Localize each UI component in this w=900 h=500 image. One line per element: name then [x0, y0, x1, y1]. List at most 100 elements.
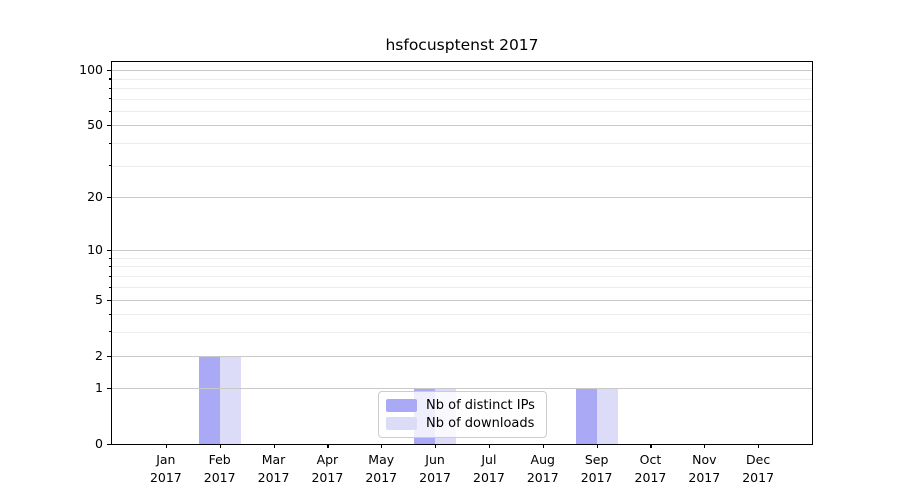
x-axis-tick: [327, 443, 329, 449]
x-tick-month: Feb: [208, 452, 231, 467]
grid-line-minor: [112, 165, 813, 167]
y-axis-minor-tick: [109, 98, 112, 100]
grid-line-minor: [112, 110, 813, 112]
y-axis-tick: [106, 300, 112, 302]
x-tick-year: 2017: [149, 469, 182, 485]
x-axis-tick: [435, 443, 437, 449]
legend-label-distinct-ips: Nb of distinct IPs: [426, 398, 535, 413]
x-tick-month: May: [368, 452, 395, 467]
x-tick-year: 2017: [742, 469, 775, 485]
x-tick-label: Dec 2017: [726, 451, 790, 486]
y-tick-label: 100: [79, 62, 103, 77]
y-axis-minor-tick: [109, 257, 112, 259]
grid-line-minor: [112, 314, 813, 316]
x-tick-label: May 2017: [349, 451, 413, 486]
y-axis-minor-tick: [109, 331, 112, 333]
x-tick-year: 2017: [311, 469, 344, 485]
x-tick-label: Nov 2017: [672, 451, 736, 486]
y-tick-label: 1: [95, 380, 103, 395]
x-tick-label: Apr 2017: [295, 451, 359, 486]
legend-swatch-distinct-ips-icon: [386, 399, 417, 412]
legend-swatch-downloads-icon: [386, 417, 417, 430]
x-axis-tick: [650, 443, 652, 449]
x-tick-label: Sep 2017: [565, 451, 629, 486]
x-axis-tick: [596, 443, 598, 449]
y-axis-tick: [106, 125, 112, 127]
legend-row-distinct-ips: Nb of distinct IPs: [386, 398, 539, 413]
chart-title: hsfocusptenst 2017: [385, 36, 539, 54]
x-tick-label: Mar 2017: [242, 451, 306, 486]
grid-line-major: [112, 300, 813, 302]
grid-line-major: [112, 70, 813, 72]
x-axis-tick: [758, 443, 760, 449]
y-axis-minor-tick: [109, 313, 112, 315]
x-tick-year: 2017: [473, 469, 505, 485]
x-tick-year: 2017: [526, 469, 559, 485]
grid-line-minor: [112, 331, 813, 333]
x-tick-month: Jul: [481, 452, 497, 467]
x-tick-year: 2017: [365, 469, 398, 485]
legend: Nb of distinct IPs Nb of downloads: [378, 391, 547, 438]
grid-line-minor: [112, 287, 813, 289]
y-axis-minor-tick: [109, 266, 112, 268]
x-tick-month: Oct: [639, 452, 662, 467]
legend-row-downloads: Nb of downloads: [386, 416, 539, 431]
y-axis-minor-tick: [109, 110, 112, 112]
grid-line-major: [112, 125, 813, 127]
grid-line-major: [112, 197, 813, 199]
x-tick-label: Oct 2017: [618, 451, 682, 486]
y-axis-minor-tick: [109, 165, 112, 167]
x-tick-label: Jan 2017: [134, 451, 198, 486]
x-tick-month: Aug: [530, 452, 555, 467]
y-axis-minor-tick: [109, 87, 112, 89]
x-axis-tick: [488, 443, 491, 449]
x-tick-month: Jun: [425, 452, 445, 467]
grid-line-minor: [112, 257, 813, 259]
x-tick-month: Sep: [584, 452, 609, 467]
grid-line-minor: [112, 88, 813, 90]
y-axis-tick: [106, 70, 112, 72]
bar-downloads: [220, 356, 242, 445]
x-tick-label: Jun 2017: [403, 451, 467, 486]
bar-downloads: [597, 388, 618, 445]
y-axis-tick: [106, 388, 112, 390]
x-tick-year: 2017: [257, 469, 290, 485]
x-tick-year: 2017: [203, 469, 236, 485]
bar-distinct-ips: [199, 356, 221, 445]
x-tick-month: Dec: [746, 452, 771, 467]
grid-line-major: [112, 356, 813, 358]
legend-label-downloads: Nb of downloads: [426, 416, 535, 431]
y-axis-minor-tick: [109, 286, 112, 289]
x-axis-tick: [542, 443, 544, 449]
grid-line-minor: [112, 78, 813, 80]
y-tick-label: 2: [95, 348, 103, 363]
y-tick-label: 0: [95, 436, 103, 451]
x-tick-month: Nov: [692, 452, 717, 467]
plot-area: [111, 61, 814, 446]
y-axis-minor-tick: [109, 275, 112, 277]
y-tick-label: 50: [87, 117, 103, 132]
grid-line-minor: [112, 98, 813, 100]
x-tick-label: Aug 2017: [511, 451, 575, 486]
x-axis-tick: [381, 443, 383, 449]
x-tick-month: Jan: [156, 452, 176, 467]
x-axis-tick: [219, 443, 221, 449]
y-axis-minor-tick: [109, 78, 112, 80]
y-axis-tick: [106, 197, 112, 199]
x-tick-year: 2017: [634, 469, 667, 485]
grid-line-major: [112, 388, 813, 390]
x-axis-tick: [704, 443, 706, 449]
y-tick-label: 10: [87, 242, 103, 257]
grid-line-major: [112, 250, 813, 252]
y-tick-label: 5: [95, 292, 103, 307]
grid-line-minor: [112, 142, 813, 144]
x-tick-month: Mar: [261, 452, 286, 467]
x-tick-month: Apr: [316, 452, 339, 467]
x-axis-tick: [273, 443, 275, 449]
x-axis-tick: [165, 443, 168, 449]
bar-distinct-ips: [576, 388, 597, 445]
x-tick-year: 2017: [419, 469, 451, 485]
x-tick-label: Jul 2017: [457, 451, 521, 486]
grid-line-minor: [112, 276, 813, 278]
